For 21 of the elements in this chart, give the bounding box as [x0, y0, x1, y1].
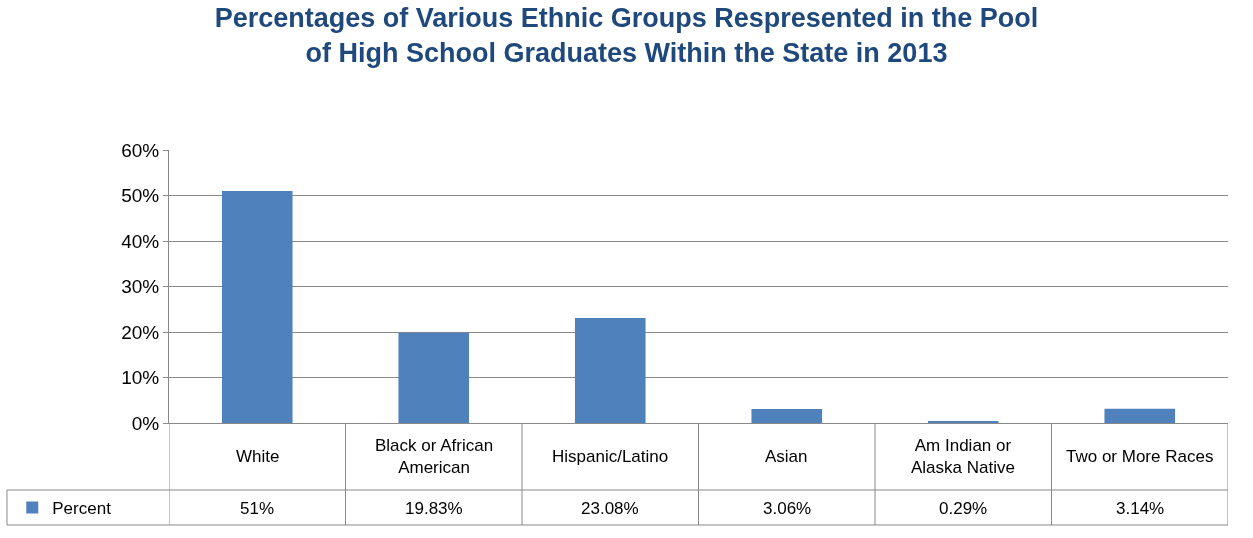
y-tick-label: 40% [121, 230, 160, 252]
chart-title: Percentages of Various Ethnic Groups Respresented in the Pool of High School Graduates Within the State in 2013 [214, 2, 1039, 68]
x-tick-label: Two or More Races [1066, 447, 1214, 466]
x-tick-label: Hispanic/Latino [552, 447, 669, 466]
data-label: 23.08% [581, 499, 639, 518]
y-tick-label: 30% [121, 276, 160, 298]
x-tick-label: White [236, 447, 280, 466]
data-label: 0.29% [939, 499, 988, 518]
y-tick-label: 60% [121, 139, 160, 161]
y-tick-label: 0% [131, 412, 160, 434]
y-tick-label: 20% [121, 321, 160, 343]
x-tick-label: Am Indian or Alaska Native [911, 436, 1015, 478]
data-label: 51% [240, 499, 275, 518]
data-label: 3.06% [763, 499, 812, 518]
data-label: 19.83% [405, 499, 463, 518]
x-tick-label: Asian [765, 447, 808, 466]
x-tick-label: Black or African American [375, 436, 494, 478]
y-tick-label: 10% [121, 367, 160, 389]
y-tick-label: 50% [121, 185, 160, 207]
legend-label: Percent [52, 499, 112, 519]
data-label: 3.14% [1116, 499, 1165, 518]
